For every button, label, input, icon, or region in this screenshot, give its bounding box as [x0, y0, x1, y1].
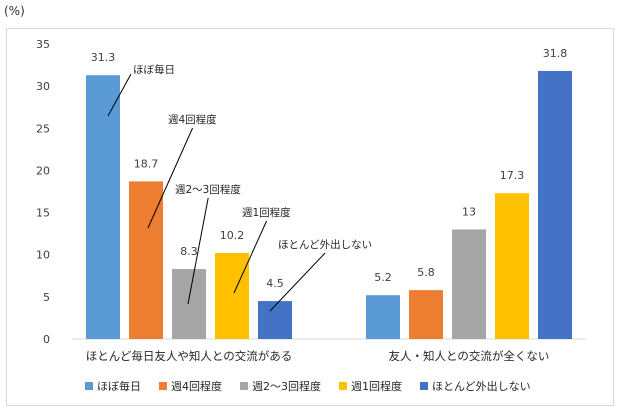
data-label: 13: [462, 205, 476, 218]
data-label: 4.5: [266, 277, 284, 290]
series-annotation: 週2～3回程度: [175, 183, 241, 196]
y-tick-label: 20: [36, 164, 50, 177]
category-label: ほとんど毎日友人や知人との交流がある: [86, 349, 293, 363]
annotation-leader-line: [187, 197, 209, 305]
legend-swatch: [159, 382, 167, 390]
bar: [172, 269, 206, 339]
chart-frame: [6, 28, 614, 406]
annotation-leader-line: [233, 220, 268, 294]
data-label: 10.2: [220, 229, 245, 242]
y-tick-label: 0: [43, 333, 50, 346]
bar: [258, 301, 292, 339]
bar: [452, 229, 486, 339]
data-label: 31.3: [91, 51, 116, 64]
annotation-leader-line: [269, 252, 326, 312]
legend-label: ほとんど外出しない: [432, 379, 531, 393]
bar: [538, 70, 572, 339]
legend-swatch: [420, 382, 428, 390]
legend-label: ほぼ毎日: [97, 380, 141, 393]
bar: [495, 193, 529, 339]
data-label: 17.3: [500, 169, 525, 182]
y-tick-label: 5: [43, 291, 50, 304]
annotation-leader-line: [147, 127, 194, 229]
legend-swatch: [240, 382, 248, 390]
legend-swatch: [339, 382, 347, 390]
y-tick-label: 15: [36, 207, 50, 220]
bar: [86, 75, 120, 339]
legend-swatch: [85, 382, 93, 390]
category-label: 友人・知人との交流が全くない: [389, 349, 550, 363]
legend-label: 週1回程度: [351, 379, 402, 393]
data-label: 5.8: [417, 266, 435, 279]
bar: [215, 253, 249, 339]
legend-label: 週4回程度: [171, 379, 222, 393]
series-annotation: 週4回程度: [168, 113, 217, 126]
data-label: 8.3: [180, 245, 198, 258]
series-annotation: 週1回程度: [242, 206, 291, 219]
data-label: 18.7: [134, 157, 159, 170]
annotation-leader-line: [107, 73, 132, 117]
series-annotation: ほぼ毎日: [133, 63, 175, 76]
bar: [409, 290, 443, 339]
y-axis-unit-label: (%): [4, 4, 25, 18]
bar: [366, 295, 400, 339]
y-tick-label: 35: [36, 38, 50, 51]
series-annotation: ほとんど外出しない: [278, 238, 372, 251]
y-tick-label: 10: [36, 249, 50, 262]
data-label: 5.2: [374, 271, 392, 284]
data-label: 31.8: [543, 47, 568, 60]
y-tick-label: 25: [36, 122, 50, 135]
y-tick-label: 30: [36, 80, 50, 93]
legend-label: 週2～3回程度: [252, 379, 321, 393]
